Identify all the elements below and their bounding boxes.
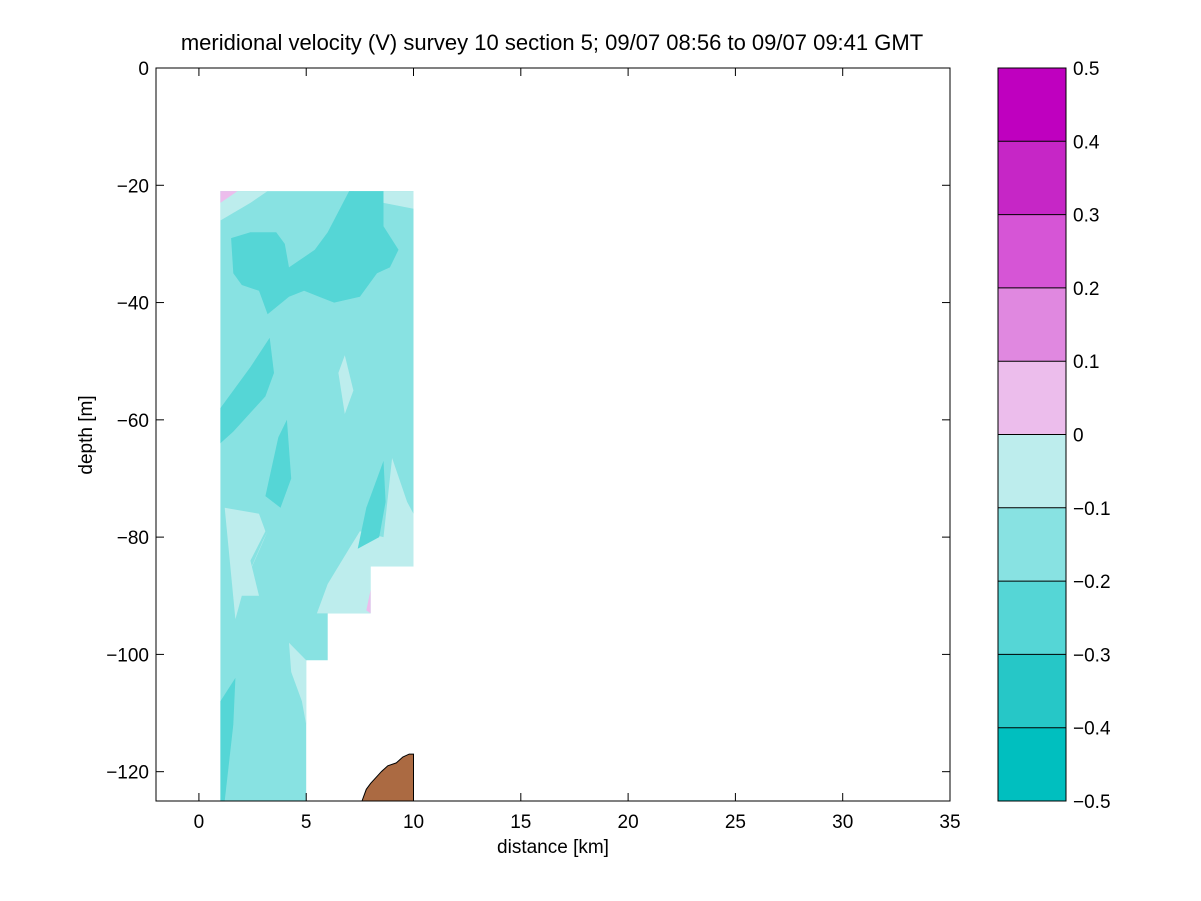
bathymetry	[361, 753, 414, 802]
colorbar-tick-label: 0.4	[1073, 132, 1100, 153]
x-tick-label: 20	[618, 812, 639, 833]
x-tick-label: 30	[832, 812, 853, 833]
y-tick-label: −120	[106, 763, 149, 784]
chart-title: meridional velocity (V) survey 10 sectio…	[181, 30, 923, 55]
y-tick-label: −80	[117, 528, 149, 549]
colorbar-band	[998, 361, 1066, 435]
y-tick-label: −20	[117, 176, 149, 197]
contour-region-7	[244, 531, 268, 584]
x-tick-label: 5	[301, 812, 312, 833]
x-axis-label: distance [km]	[497, 837, 609, 858]
colorbar-tick-label: 0.3	[1073, 206, 1099, 227]
contour-region-1	[220, 191, 268, 221]
y-tick-label: −40	[117, 294, 149, 315]
x-tick-label: 0	[194, 812, 205, 833]
colorbar-band	[998, 141, 1066, 215]
colorbar-tick-label: 0.5	[1073, 59, 1099, 80]
contour-region-13	[220, 191, 238, 203]
y-axis: 0 −20 −40 −60 −80 −100 −120	[106, 59, 950, 784]
colorbar-band	[998, 214, 1066, 288]
colorbar-tick-label: −0.4	[1073, 719, 1111, 740]
colorbar-tick-label: −0.1	[1073, 499, 1111, 520]
x-axis: 0 5 10 15 20 25 30 35	[194, 68, 961, 833]
colorbar-band	[998, 68, 1066, 142]
colorbar-tick-label: −0.5	[1073, 792, 1111, 813]
colorbar-band	[998, 654, 1066, 728]
colorbar-frame	[997, 67, 1067, 802]
contour-region-4	[338, 355, 354, 414]
contour-region-5	[289, 642, 307, 725]
colorbar: −0.5 −0.4 −0.3 −0.2 −0.1 0 0.1 0.2 0.3 0.4 0.5	[998, 59, 1111, 813]
y-tick-label: −60	[117, 411, 149, 432]
colorbar-band	[998, 581, 1066, 655]
colorbar-tick-label: −0.2	[1073, 572, 1111, 593]
y-tick-label: 0	[138, 59, 149, 80]
colorbar-tick-label: 0.2	[1073, 279, 1099, 300]
contour-region-14	[366, 589, 371, 614]
colorbar-tick-label: 0.1	[1073, 352, 1099, 373]
colorbar-band	[998, 727, 1066, 801]
x-tick-label: 35	[939, 812, 960, 833]
contour-region-11	[357, 460, 386, 549]
plot-area	[220, 191, 414, 802]
colorbar-band	[998, 434, 1066, 508]
y-axis-label: depth [m]	[76, 395, 97, 474]
plot-frame	[155, 67, 951, 802]
y-tick-label: −100	[106, 645, 149, 666]
x-tick-label: 10	[403, 812, 424, 833]
contour-region-10	[265, 419, 292, 508]
x-tick-label: 25	[725, 812, 746, 833]
contour-region-8	[231, 191, 399, 315]
colorbar-tick-label: 0	[1073, 426, 1084, 447]
colorbar-band	[998, 287, 1066, 362]
x-tick-label: 15	[510, 812, 531, 833]
colorbar-tick-label: −0.3	[1073, 645, 1111, 666]
contour-region-12	[220, 677, 236, 801]
contour-region-6	[224, 507, 266, 620]
colorbar-band	[998, 507, 1066, 582]
contour-region-9	[220, 337, 274, 444]
